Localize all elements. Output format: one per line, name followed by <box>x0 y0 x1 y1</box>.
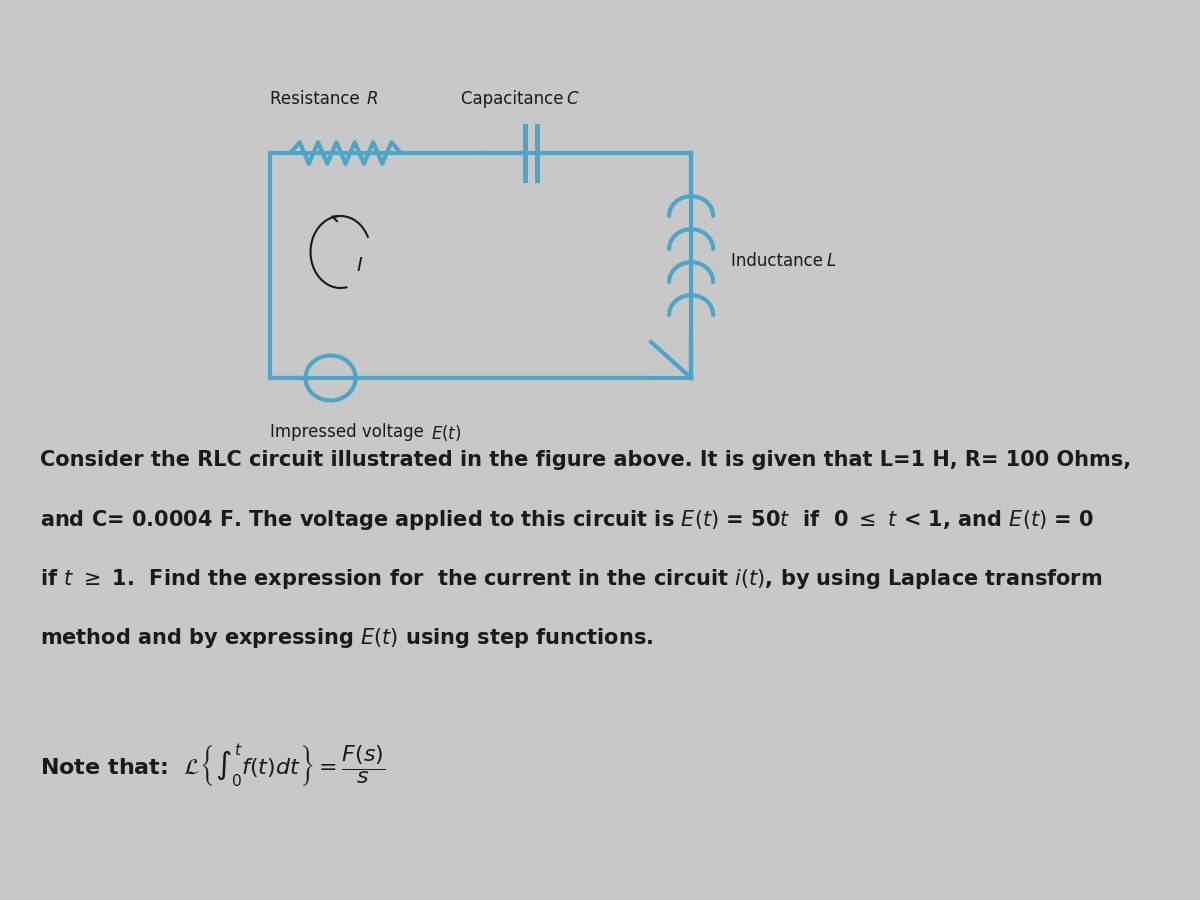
Text: $L$: $L$ <box>827 252 836 270</box>
Text: $C$: $C$ <box>566 90 580 108</box>
Text: method and by expressing $E(t)$ using step functions.: method and by expressing $E(t)$ using st… <box>40 626 653 650</box>
Text: Impressed voltage: Impressed voltage <box>270 423 430 441</box>
Text: $R$: $R$ <box>366 90 378 108</box>
Text: $I$: $I$ <box>355 256 362 275</box>
Text: Capacitance: Capacitance <box>461 90 569 108</box>
Text: $E(t)$: $E(t)$ <box>431 423 461 443</box>
Text: Inductance: Inductance <box>731 252 828 270</box>
Text: if $t$ $\geq$ 1.  Find the expression for  the current in the circuit $i(t)$, by: if $t$ $\geq$ 1. Find the expression for… <box>40 567 1103 591</box>
Text: Consider the RLC circuit illustrated in the figure above. It is given that L=1 H: Consider the RLC circuit illustrated in … <box>40 450 1132 470</box>
Text: Note that:  $\mathcal{L}\left\{\int_0^t f(t)dt\right\} = \dfrac{F(s)}{s}$: Note that: $\mathcal{L}\left\{\int_0^t f… <box>40 742 385 790</box>
Text: Resistance: Resistance <box>270 90 366 108</box>
Text: and C= 0.0004 F. The voltage applied to this circuit is $E(t)$ = 50$t$  if  0 $\: and C= 0.0004 F. The voltage applied to … <box>40 508 1094 533</box>
